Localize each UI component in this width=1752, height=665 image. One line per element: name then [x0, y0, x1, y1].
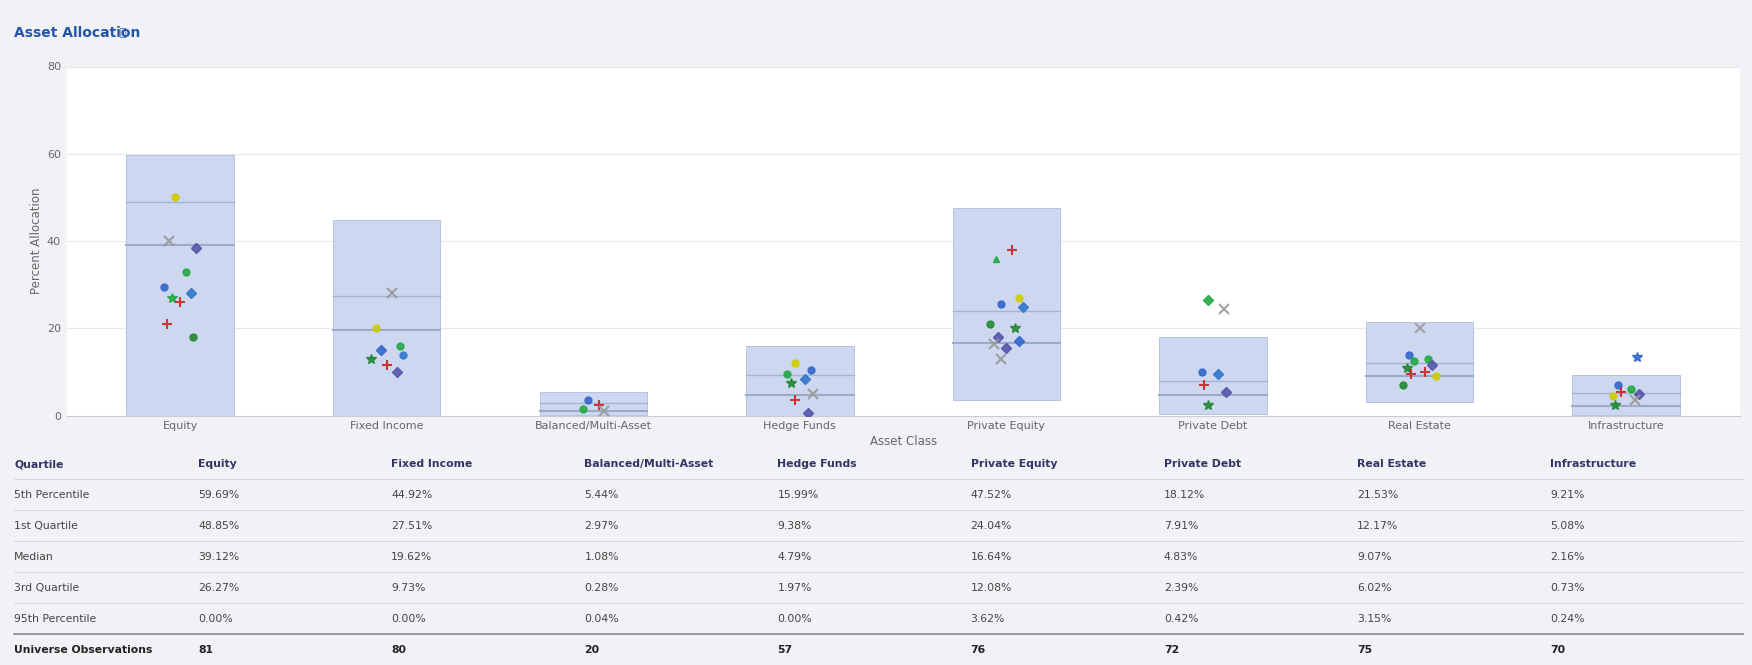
Text: 75: 75 [1356, 644, 1372, 654]
Y-axis label: Percent Allocation: Percent Allocation [30, 188, 42, 295]
Text: 20: 20 [585, 644, 599, 654]
Text: Universe Observations: Universe Observations [14, 644, 152, 654]
Text: 12.17%: 12.17% [1356, 521, 1398, 531]
Text: 44.92%: 44.92% [391, 490, 433, 500]
Text: 16.64%: 16.64% [971, 552, 1013, 562]
Text: 4.79%: 4.79% [778, 552, 811, 562]
Bar [540, 392, 646, 416]
Text: 0.42%: 0.42% [1163, 614, 1198, 624]
Text: Balanced/Multi-Asset: Balanced/Multi-Asset [585, 459, 713, 469]
Text: 0.00%: 0.00% [391, 614, 426, 624]
Text: 3.62%: 3.62% [971, 614, 1006, 624]
Text: 0.73%: 0.73% [1551, 583, 1584, 593]
Text: 2.39%: 2.39% [1163, 583, 1198, 593]
Text: 21.53%: 21.53% [1356, 490, 1398, 500]
Text: 3.15%: 3.15% [1356, 614, 1391, 624]
Text: 24.04%: 24.04% [971, 521, 1013, 531]
Text: 81: 81 [198, 644, 214, 654]
Text: Private Debt: Private Debt [1163, 459, 1240, 469]
Text: 5.08%: 5.08% [1551, 521, 1584, 531]
Text: 76: 76 [971, 644, 986, 654]
Bar [953, 208, 1060, 400]
Text: 7.91%: 7.91% [1163, 521, 1198, 531]
Text: 12.08%: 12.08% [971, 583, 1013, 593]
Bar [1573, 376, 1680, 414]
Text: Hedge Funds: Hedge Funds [778, 459, 857, 469]
Text: Median: Median [14, 552, 54, 562]
Text: 2.16%: 2.16% [1551, 552, 1584, 562]
Text: 0.24%: 0.24% [1551, 614, 1584, 624]
Text: 26.27%: 26.27% [198, 583, 240, 593]
Text: 47.52%: 47.52% [971, 490, 1013, 500]
Text: 18.12%: 18.12% [1163, 490, 1205, 500]
Text: 27.51%: 27.51% [391, 521, 433, 531]
Text: 15.99%: 15.99% [778, 490, 818, 500]
Text: 19.62%: 19.62% [391, 552, 433, 562]
Bar [1367, 322, 1473, 402]
Text: Fixed Income: Fixed Income [391, 459, 473, 469]
Text: 0.00%: 0.00% [778, 614, 813, 624]
Text: 70: 70 [1551, 644, 1565, 654]
Text: 9.73%: 9.73% [391, 583, 426, 593]
Text: 0.28%: 0.28% [585, 583, 618, 593]
Text: 57: 57 [778, 644, 792, 654]
Text: 72: 72 [1163, 644, 1179, 654]
Text: Equity: Equity [198, 459, 237, 469]
Text: 9.38%: 9.38% [778, 521, 811, 531]
Text: 48.85%: 48.85% [198, 521, 240, 531]
X-axis label: Asset Class: Asset Class [869, 436, 937, 448]
Bar [1160, 336, 1267, 414]
Text: 6.02%: 6.02% [1356, 583, 1391, 593]
Text: Asset Allocation: Asset Allocation [14, 26, 140, 40]
Text: 80: 80 [391, 644, 406, 654]
Bar [746, 346, 853, 416]
Text: 9.21%: 9.21% [1551, 490, 1584, 500]
Text: 0.04%: 0.04% [585, 614, 618, 624]
Text: 5th Percentile: 5th Percentile [14, 490, 89, 500]
Text: Quartile: Quartile [14, 459, 63, 469]
Text: 95th Percentile: 95th Percentile [14, 614, 96, 624]
Text: 1.97%: 1.97% [778, 583, 811, 593]
Text: 0.00%: 0.00% [198, 614, 233, 624]
Text: ⓘ: ⓘ [119, 28, 126, 38]
Text: Infrastructure: Infrastructure [1551, 459, 1636, 469]
Text: 39.12%: 39.12% [198, 552, 240, 562]
Text: 2.97%: 2.97% [585, 521, 618, 531]
Text: 4.83%: 4.83% [1163, 552, 1198, 562]
Bar [126, 155, 233, 416]
Text: 59.69%: 59.69% [198, 490, 240, 500]
Text: Private Equity: Private Equity [971, 459, 1056, 469]
Bar [333, 219, 440, 416]
Text: 1.08%: 1.08% [585, 552, 618, 562]
Text: 9.07%: 9.07% [1356, 552, 1391, 562]
Text: 3rd Quartile: 3rd Quartile [14, 583, 79, 593]
Text: 5.44%: 5.44% [585, 490, 618, 500]
Text: 1st Quartile: 1st Quartile [14, 521, 77, 531]
Text: Real Estate: Real Estate [1356, 459, 1426, 469]
